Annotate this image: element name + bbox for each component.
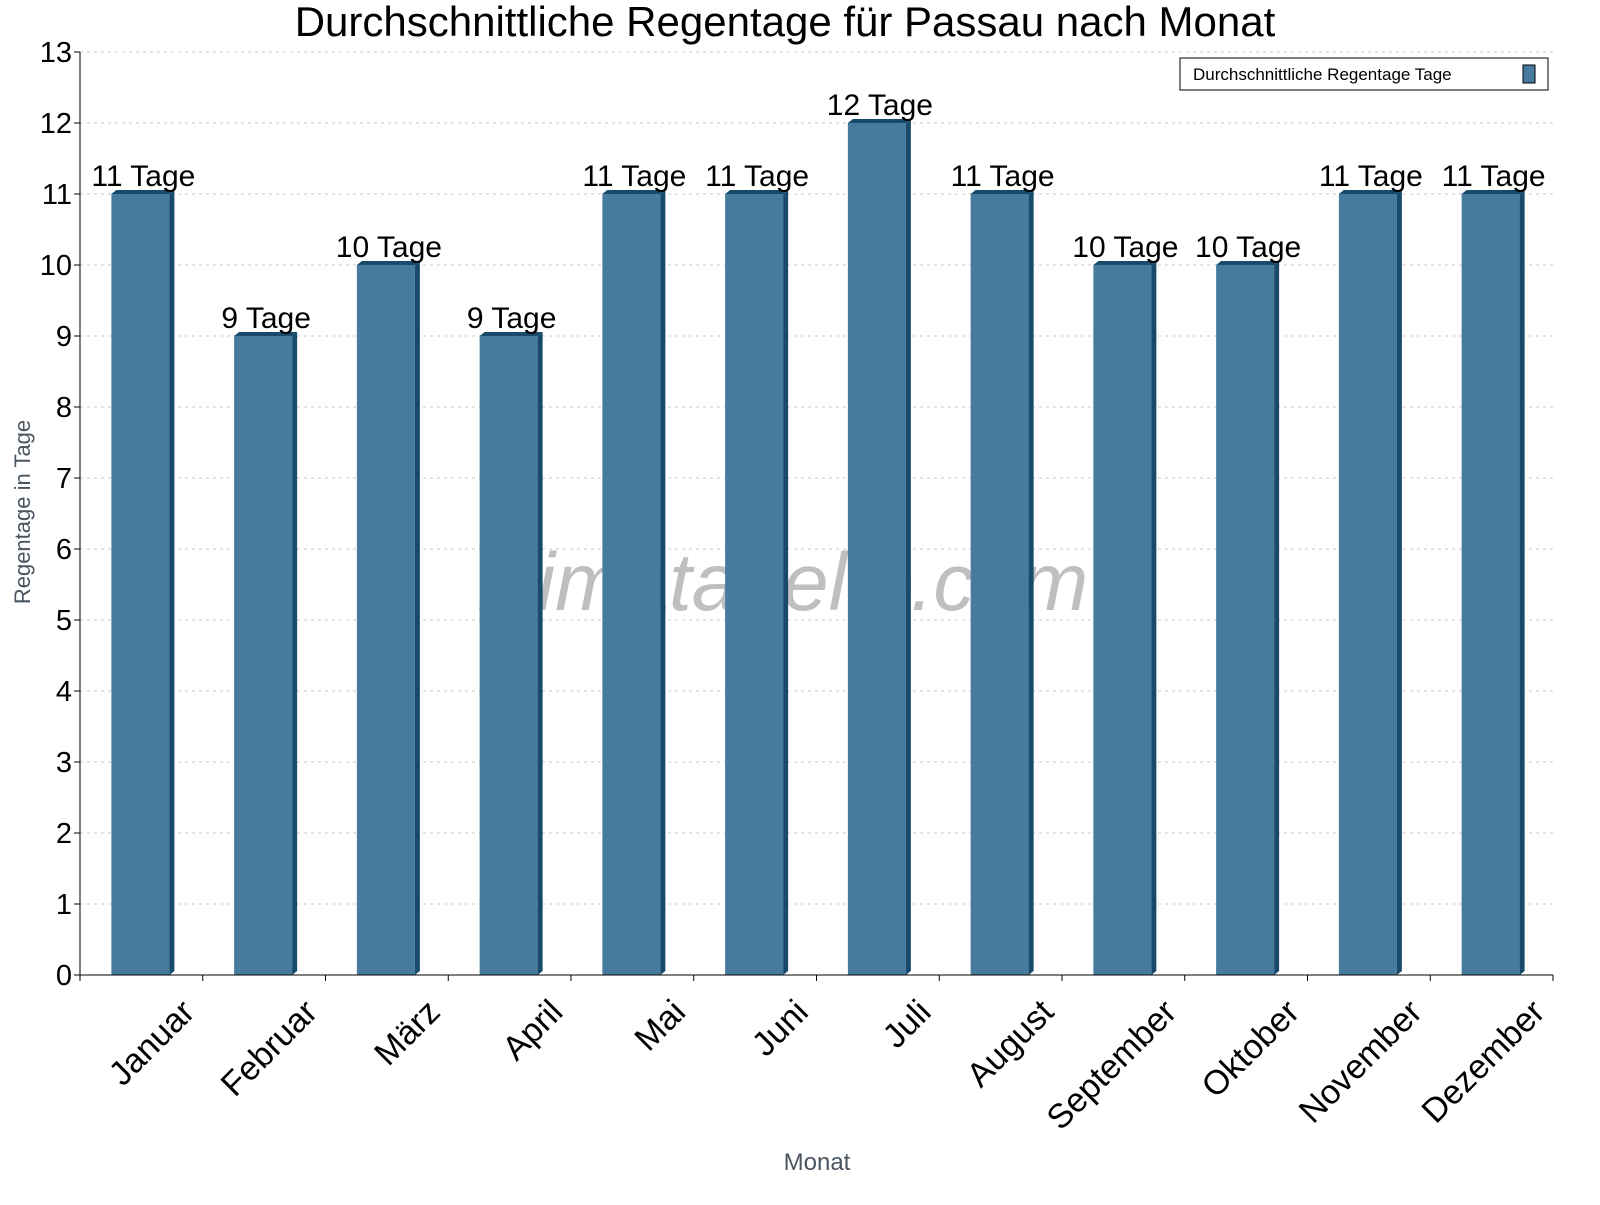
bar [356, 265, 415, 975]
bar [602, 194, 661, 975]
data-label: 9 Tage [467, 302, 557, 335]
x-tick-label: November [1292, 993, 1430, 1131]
bar-top [970, 190, 1034, 194]
data-label: 10 Tage [1072, 231, 1178, 264]
y-tick-label: 11 [42, 179, 72, 211]
y-tick-label: 0 [56, 960, 72, 992]
bar-side [169, 190, 175, 975]
bar-side [783, 190, 789, 975]
y-tick-label: 13 [40, 37, 72, 69]
bar-top [1338, 190, 1402, 194]
bar [1093, 265, 1152, 975]
x-tick-label: Mai [627, 993, 693, 1059]
bar-top [1461, 190, 1525, 194]
data-label: 10 Tage [1195, 231, 1301, 264]
bar [1216, 265, 1275, 975]
data-label: 9 Tage [221, 302, 311, 335]
bar-side [292, 332, 298, 975]
bar-top [1093, 261, 1157, 265]
x-tick-label: Februar [214, 993, 325, 1104]
bar-side [1028, 190, 1034, 975]
x-tick-label: März [367, 993, 447, 1073]
x-tick-label: Januar [102, 993, 202, 1093]
y-tick-label: 1 [56, 889, 72, 921]
bar-top [234, 332, 298, 336]
bar-top [847, 119, 911, 123]
y-tick-label: 5 [56, 605, 72, 637]
bar [111, 194, 170, 975]
x-tick-label: Juni [745, 993, 816, 1064]
bar-side [1274, 261, 1280, 975]
y-tick-label: 7 [56, 463, 72, 495]
bar-side [414, 261, 420, 975]
data-label: 11 Tage [91, 160, 195, 193]
x-tick-label: Dezember [1414, 993, 1552, 1131]
bar-side [537, 332, 543, 975]
bar-top [725, 190, 789, 194]
bar-side [1396, 190, 1402, 975]
y-tick-label: 6 [56, 534, 72, 566]
y-tick-label: 2 [56, 818, 72, 850]
data-label: 11 Tage [1442, 160, 1546, 193]
bar [1461, 194, 1520, 975]
legend-swatch [1522, 64, 1536, 84]
data-label: 10 Tage [336, 231, 442, 264]
data-label: 11 Tage [582, 160, 686, 193]
bar-side [660, 190, 666, 975]
bar [970, 194, 1029, 975]
bar-side [1519, 190, 1525, 975]
y-tick-label: 12 [40, 108, 72, 140]
x-tick-label: August [960, 992, 1062, 1094]
bar [847, 123, 906, 975]
data-label: 11 Tage [705, 160, 809, 193]
y-axis-label: Regentage in Tage [10, 420, 35, 604]
y-tick-label: 10 [40, 250, 72, 282]
x-tick-label: September [1040, 993, 1184, 1137]
x-tick-label: Juli [876, 993, 939, 1056]
data-label: 11 Tage [951, 160, 1055, 193]
bar-top [602, 190, 666, 194]
bar [234, 336, 293, 975]
y-tick-label: 8 [56, 392, 72, 424]
y-tick-label: 3 [56, 747, 72, 779]
y-tick-label: 9 [56, 321, 72, 353]
y-tick-label: 4 [56, 676, 72, 708]
x-tick-label: April [495, 993, 570, 1068]
chart-title: Durchschnittliche Regentage für Passau n… [295, 0, 1276, 45]
bar-top [356, 261, 420, 265]
bar-side [905, 119, 911, 975]
bar-side [1151, 261, 1157, 975]
legend: Durchschnittliche Regentage Tage [1179, 57, 1549, 91]
legend-label: Durchschnittliche Regentage Tage [1193, 65, 1452, 84]
bar [725, 194, 784, 975]
x-tick-label: Oktober [1194, 993, 1306, 1105]
bar [1338, 194, 1397, 975]
bar-top [111, 190, 175, 194]
data-label: 12 Tage [827, 89, 933, 122]
bar-top [1216, 261, 1280, 265]
bar-top [479, 332, 543, 336]
x-axis-label: Monat [784, 1149, 851, 1176]
data-label: 11 Tage [1319, 160, 1423, 193]
bar [479, 336, 538, 975]
